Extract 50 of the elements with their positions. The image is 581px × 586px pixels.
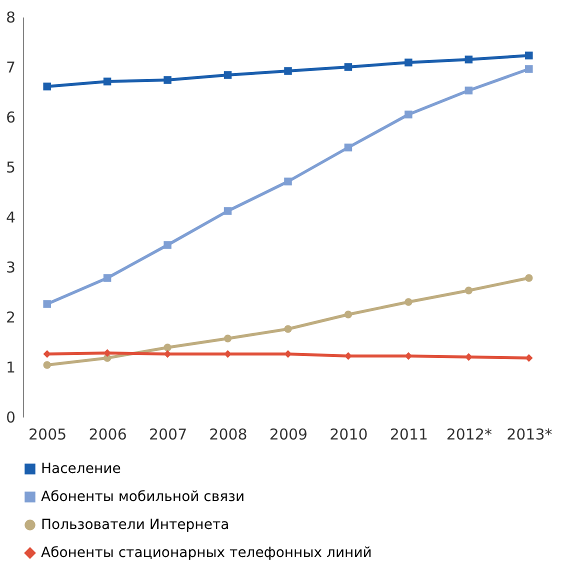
point [164,241,172,249]
point [103,274,112,282]
legend-label: Абоненты мобильной связи [41,489,245,505]
x-tick-label: 2012* [446,426,493,444]
x-tick-label: 2005 [28,426,67,444]
point [43,300,51,308]
x-tick-label: 2010 [330,426,368,444]
y-tick-label: 1 [6,358,16,376]
point [103,78,112,86]
x-tick-label: 2011 [390,426,428,444]
point [284,178,292,186]
point [284,325,292,333]
point [284,67,292,75]
y-tick-label: 2 [6,308,16,326]
point [404,298,412,306]
legend-label: Пользователи Интернета [41,517,230,533]
y-tick-label: 8 [6,8,16,26]
point [224,334,232,342]
point [464,86,473,94]
point [344,63,352,71]
point [525,274,533,282]
y-tick-label: 5 [6,158,16,176]
point [164,76,172,84]
point [525,354,533,362]
point [224,207,232,215]
point [344,144,352,152]
point [224,71,232,79]
point [43,82,51,90]
y-tick-label: 7 [6,58,16,76]
point [404,58,412,66]
point [344,310,352,318]
y-tick-label: 0 [6,408,16,426]
x-tick-label: 2013* [506,426,553,444]
point [525,52,533,60]
legend-label: Абоненты стационарных телефонных линий [41,545,372,561]
point [43,361,51,369]
x-tick-label: 2008 [209,426,248,444]
x-tick-label: 2006 [88,426,127,444]
point [464,56,473,64]
y-tick-label: 4 [6,208,16,226]
point [464,286,473,294]
point [43,350,51,358]
point [404,110,412,118]
point [525,65,533,73]
x-tick-label: 2009 [269,426,308,444]
y-tick-label: 3 [6,258,16,276]
point [164,344,172,352]
y-tick-label: 6 [6,108,16,126]
x-tick-label: 2007 [148,426,188,444]
legend-label: Население [41,461,121,477]
